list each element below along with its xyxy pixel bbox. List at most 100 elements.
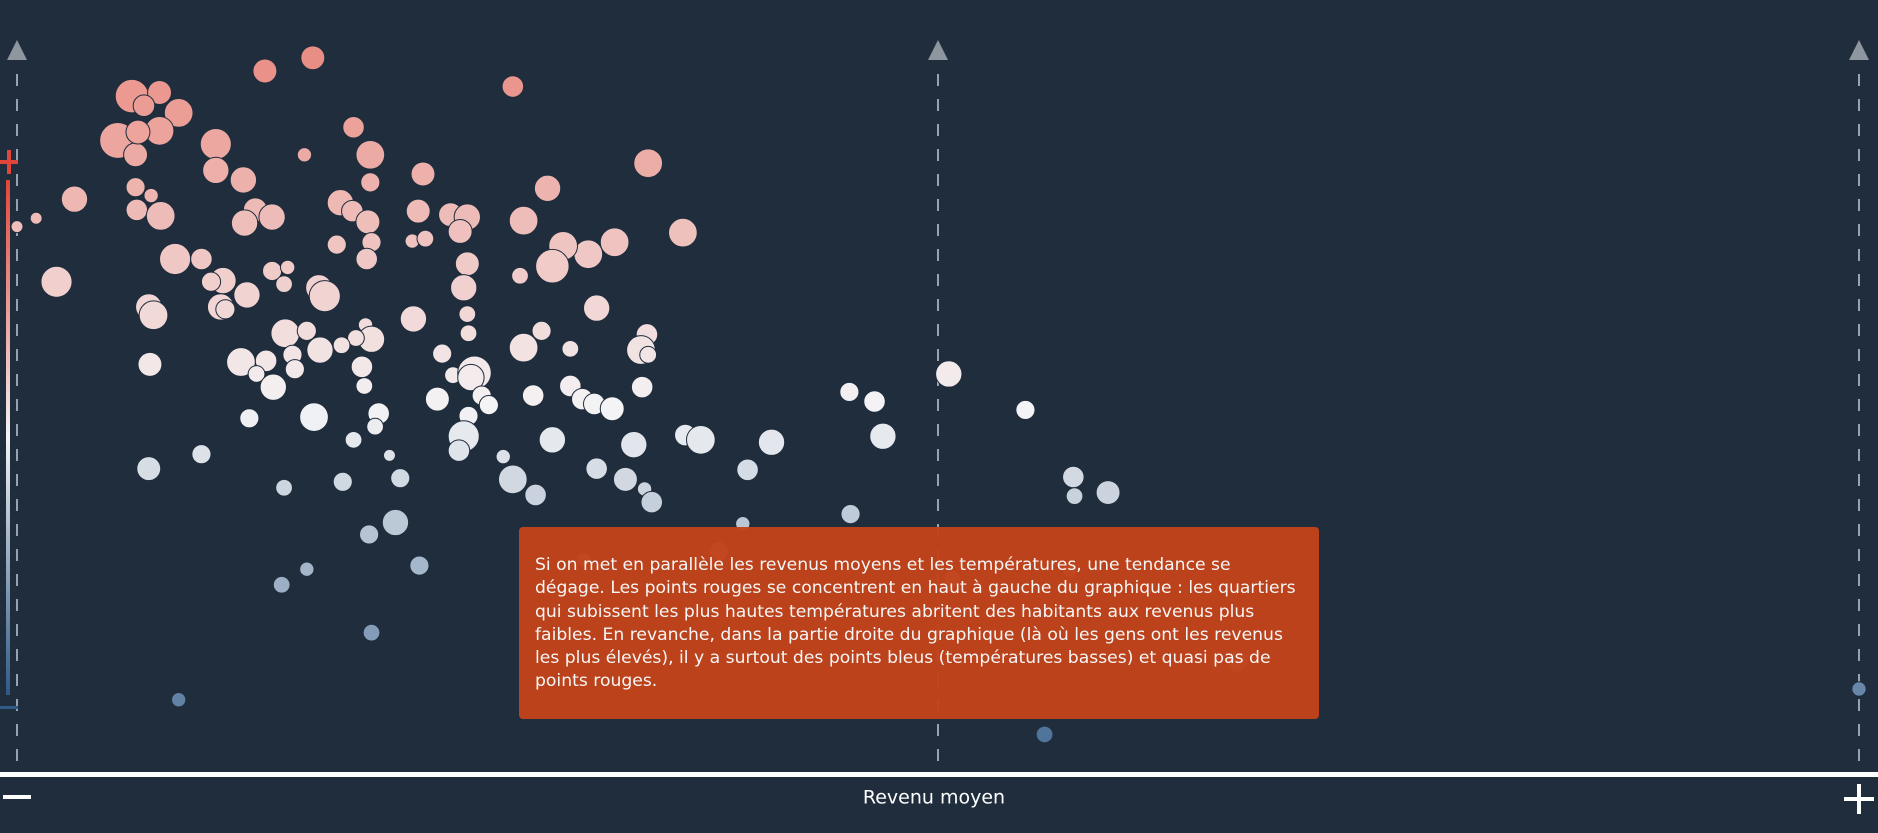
- guide-arrow: [928, 40, 948, 60]
- point: [145, 201, 176, 231]
- point: [125, 119, 151, 145]
- point: [935, 360, 963, 388]
- point: [1095, 480, 1121, 506]
- point: [511, 266, 529, 285]
- point: [29, 211, 43, 225]
- point: [355, 139, 386, 170]
- point: [454, 251, 480, 277]
- point: [279, 259, 296, 276]
- point: [630, 375, 654, 399]
- point: [306, 336, 334, 364]
- point: [840, 504, 861, 525]
- points: [10, 45, 1867, 744]
- point: [342, 115, 365, 139]
- point: [405, 198, 431, 224]
- point: [284, 359, 305, 380]
- point: [1062, 465, 1085, 489]
- point: [275, 478, 293, 497]
- point: [869, 422, 897, 450]
- point: [736, 458, 759, 482]
- point: [10, 220, 24, 234]
- point: [620, 430, 648, 459]
- point: [233, 281, 261, 309]
- point: [125, 198, 149, 222]
- point: [495, 448, 511, 465]
- point: [416, 229, 435, 248]
- point: [366, 417, 384, 436]
- point: [299, 402, 329, 432]
- point: [252, 58, 278, 84]
- point: [839, 381, 860, 403]
- point: [521, 384, 545, 407]
- point: [170, 692, 187, 708]
- point: [501, 75, 525, 98]
- point: [478, 395, 499, 416]
- point: [639, 345, 658, 364]
- point: [247, 365, 266, 383]
- point: [359, 524, 380, 545]
- point: [191, 444, 212, 465]
- point: [508, 205, 539, 236]
- point: [230, 209, 259, 237]
- point: [159, 242, 192, 276]
- point: [450, 274, 478, 302]
- x-axis-label: Revenu moyen: [863, 787, 1005, 809]
- point: [459, 324, 478, 343]
- point: [326, 234, 347, 255]
- point: [457, 363, 485, 392]
- point: [447, 439, 471, 462]
- point: [382, 448, 396, 462]
- point: [239, 408, 260, 429]
- point: [1015, 399, 1036, 420]
- point: [538, 426, 567, 454]
- point: [270, 318, 301, 349]
- point: [347, 329, 365, 347]
- annotation: Si on met en parallèle les revenus moyen…: [519, 527, 1319, 719]
- point: [524, 483, 547, 507]
- point: [229, 166, 258, 194]
- color-legend: [0, 150, 18, 709]
- point: [300, 45, 326, 71]
- point: [599, 396, 625, 422]
- color-bar-marker: [7, 150, 11, 174]
- point: [424, 386, 450, 412]
- point: [582, 294, 611, 322]
- point: [138, 300, 169, 331]
- point: [344, 430, 363, 449]
- point: [258, 203, 286, 231]
- point: [299, 561, 315, 577]
- point: [390, 468, 411, 489]
- color-bar-marker: [0, 706, 18, 709]
- point: [143, 187, 159, 204]
- point: [40, 265, 73, 298]
- point: [200, 271, 222, 292]
- point: [123, 142, 149, 168]
- guide-arrow: [1849, 40, 1869, 60]
- point: [272, 575, 291, 594]
- point: [612, 466, 638, 492]
- point: [599, 227, 630, 258]
- point: [668, 217, 698, 248]
- point: [585, 457, 608, 480]
- point: [531, 320, 552, 341]
- point: [447, 218, 473, 244]
- point: [163, 98, 194, 128]
- point: [360, 172, 381, 193]
- point: [409, 555, 430, 576]
- point: [863, 390, 886, 413]
- point: [685, 424, 716, 455]
- point: [561, 339, 580, 358]
- point: [215, 299, 236, 320]
- point: [190, 247, 213, 271]
- point: [202, 156, 230, 185]
- point: [355, 209, 381, 235]
- point: [275, 275, 293, 294]
- guide-arrow: [7, 40, 27, 60]
- point: [308, 280, 341, 313]
- x-axis-minus-icon: [3, 795, 31, 799]
- x-axis-plus-icon: [1857, 784, 1861, 814]
- color-bar: [6, 180, 10, 695]
- point: [1851, 681, 1867, 697]
